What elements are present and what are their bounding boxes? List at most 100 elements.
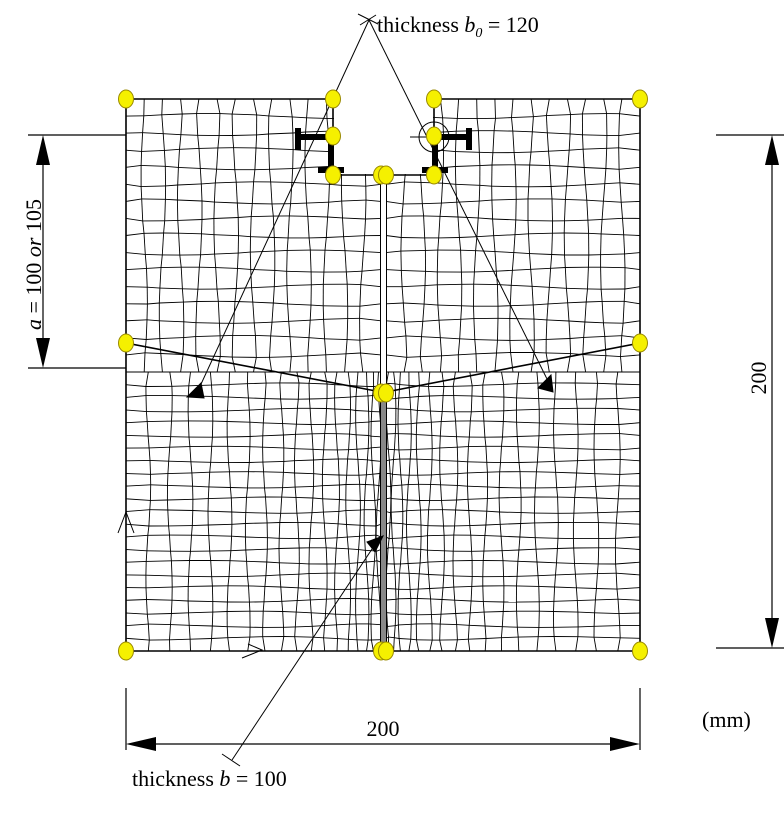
mesh-line	[269, 356, 292, 358]
mesh-line	[347, 624, 350, 640]
mesh-line	[586, 300, 603, 303]
mesh-line	[292, 167, 306, 170]
mesh-line	[595, 398, 598, 409]
mesh-line	[583, 147, 607, 150]
mesh-line	[125, 409, 147, 413]
mesh-line	[324, 249, 346, 252]
mesh-line	[359, 340, 361, 354]
mesh-line	[125, 523, 149, 527]
mesh-line	[195, 355, 200, 373]
mesh-line	[439, 215, 459, 218]
mesh-line	[125, 549, 147, 552]
mesh-line	[564, 254, 566, 268]
mesh-line	[262, 422, 264, 436]
mesh-line	[189, 624, 213, 627]
mesh-line	[337, 536, 348, 539]
mesh-line	[262, 636, 266, 652]
mesh-line	[401, 537, 403, 549]
mesh-line	[438, 216, 441, 238]
mesh-line	[497, 284, 512, 286]
mesh-line	[402, 498, 408, 501]
mesh-line	[246, 560, 267, 563]
mesh-line	[232, 113, 257, 116]
mesh-line	[227, 446, 229, 463]
mesh-line	[322, 498, 340, 500]
mesh-line	[622, 218, 625, 235]
mesh-line	[423, 215, 426, 238]
mesh-line	[411, 422, 417, 425]
mesh-line	[394, 383, 397, 399]
mesh-line	[417, 475, 420, 485]
mesh-line	[545, 98, 550, 116]
mesh-line	[372, 474, 375, 485]
mesh-line	[440, 613, 456, 615]
mesh-line	[345, 509, 361, 512]
mesh-line	[262, 611, 264, 628]
mesh-line	[570, 133, 583, 136]
mesh-line	[443, 525, 445, 536]
mesh-line	[385, 269, 402, 271]
mesh-line	[530, 269, 533, 287]
mesh-line	[160, 353, 184, 355]
mesh-line	[443, 130, 457, 133]
mesh-line	[593, 459, 596, 474]
mesh-line	[616, 398, 619, 409]
mesh-line	[141, 164, 166, 167]
mesh-line	[370, 599, 373, 615]
mesh-line	[539, 600, 554, 603]
mesh-line	[188, 437, 191, 447]
mesh-line	[264, 487, 266, 498]
mesh-line	[455, 165, 480, 167]
mesh-line	[355, 614, 357, 624]
mesh-line	[337, 458, 340, 476]
mesh-line	[212, 395, 229, 398]
mesh-line	[196, 98, 200, 114]
mesh-line	[401, 547, 408, 550]
mesh-line	[576, 600, 579, 613]
mesh-line	[460, 249, 476, 252]
mesh-line	[311, 511, 324, 514]
mesh-line	[252, 302, 255, 323]
mesh-line	[576, 472, 595, 475]
mesh-line	[158, 288, 161, 304]
mesh-line	[324, 522, 339, 525]
mesh-line	[551, 254, 565, 256]
mesh-line	[367, 395, 370, 412]
mesh-line	[398, 613, 412, 616]
mesh-line	[595, 598, 619, 601]
mesh-line	[510, 270, 513, 286]
mesh-line	[529, 164, 550, 167]
mesh-line	[279, 382, 282, 400]
mesh-line	[397, 397, 400, 409]
mesh-line	[569, 336, 584, 339]
mesh-line	[483, 421, 486, 438]
mesh-line	[421, 203, 425, 216]
mesh-line	[582, 134, 607, 136]
mesh-line	[419, 549, 422, 563]
mesh-line	[378, 586, 381, 601]
mesh-line	[324, 237, 327, 251]
mesh-line	[569, 338, 572, 354]
mesh-line	[291, 168, 294, 183]
mesh-line	[509, 318, 535, 320]
mesh-line	[125, 612, 148, 615]
mesh-line	[309, 250, 312, 272]
mesh-line	[575, 485, 596, 488]
mesh-line	[402, 181, 405, 204]
mesh-line	[431, 459, 440, 461]
mesh-line	[125, 498, 151, 501]
mesh-line	[191, 472, 194, 487]
mesh-line	[269, 335, 272, 358]
mesh-line	[496, 340, 498, 354]
mesh-line	[125, 164, 142, 168]
mesh-line	[348, 548, 359, 551]
mesh-line	[407, 499, 420, 501]
mesh-line	[516, 561, 519, 577]
mesh-line	[483, 612, 486, 627]
mesh-line	[248, 462, 250, 472]
mesh-line	[227, 636, 250, 639]
mesh-line	[517, 446, 520, 463]
mesh-line	[227, 421, 250, 423]
mesh-line	[517, 575, 539, 577]
mesh-line	[177, 167, 179, 186]
